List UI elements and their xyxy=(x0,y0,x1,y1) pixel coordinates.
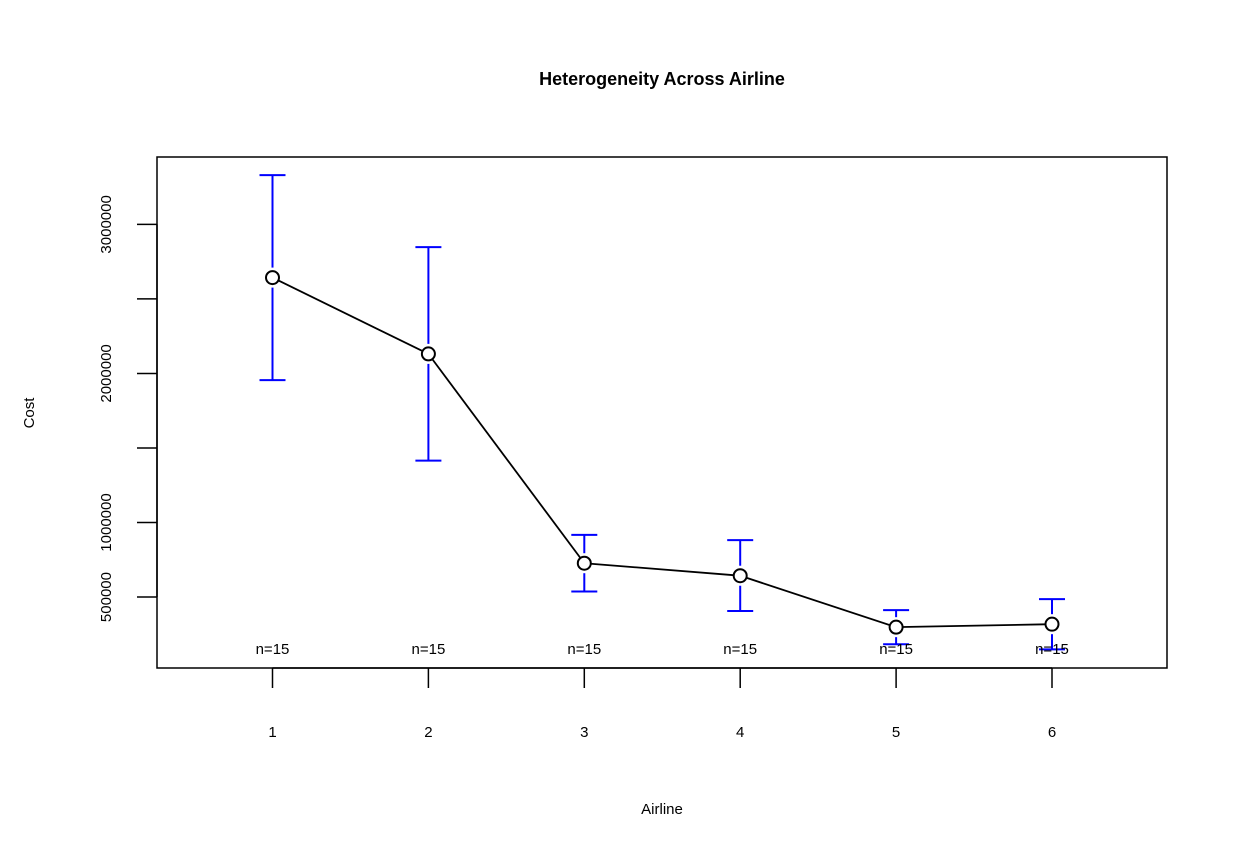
chart-title: Heterogeneity Across Airline xyxy=(539,69,785,89)
n-label: n=15 xyxy=(412,641,446,658)
mean-point xyxy=(1044,616,1060,632)
mean-line-segment xyxy=(277,279,423,352)
x-tick-label: 6 xyxy=(1048,724,1056,741)
x-tick-label: 1 xyxy=(268,724,276,741)
y-tick-label: 500000 xyxy=(98,572,115,622)
mean-point xyxy=(732,568,748,584)
n-labels: n=15 n=15 n=15 n=15 n=15 n=15 xyxy=(256,641,1069,658)
n-label: n=15 xyxy=(256,641,290,658)
mean-point xyxy=(420,346,436,362)
x-tick-label: 4 xyxy=(736,724,744,741)
y-axis-title: Cost xyxy=(21,397,38,429)
y-axis: 500000 1000000 2000000 3000000 xyxy=(98,195,158,622)
n-label: n=15 xyxy=(723,641,757,658)
x-tick-label: 3 xyxy=(580,724,588,741)
mean-line-segment xyxy=(590,562,734,577)
x-axis-title: Airline xyxy=(641,801,683,818)
x-tick-label: 5 xyxy=(892,724,900,741)
mean-point xyxy=(888,619,904,635)
mean-point xyxy=(265,270,280,286)
mean-line-segment xyxy=(746,576,891,626)
x-axis: 1 2 3 4 5 6 xyxy=(268,667,1056,741)
n-label: n=15 xyxy=(567,641,601,658)
y-tick-label: 2000000 xyxy=(98,344,115,402)
n-label: n=15 xyxy=(879,641,913,658)
y-tick-label: 3000000 xyxy=(98,195,115,253)
x-tick-label: 2 xyxy=(424,724,432,741)
mean-point xyxy=(576,555,592,571)
mean-points xyxy=(265,270,1060,635)
mean-line-segment xyxy=(431,358,582,559)
mean-line-segment xyxy=(902,623,1046,628)
n-label: n=15 xyxy=(1035,641,1069,658)
plot-frame xyxy=(156,156,1168,669)
error-bars xyxy=(259,174,1065,651)
mean-line xyxy=(277,279,1046,628)
y-tick-label: 1000000 xyxy=(98,493,115,551)
